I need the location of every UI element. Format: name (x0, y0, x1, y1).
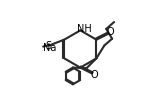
Text: Na: Na (43, 43, 57, 53)
Text: O: O (106, 27, 114, 37)
Text: NH: NH (77, 24, 92, 34)
Text: S: S (45, 41, 51, 51)
Text: O: O (90, 70, 98, 80)
